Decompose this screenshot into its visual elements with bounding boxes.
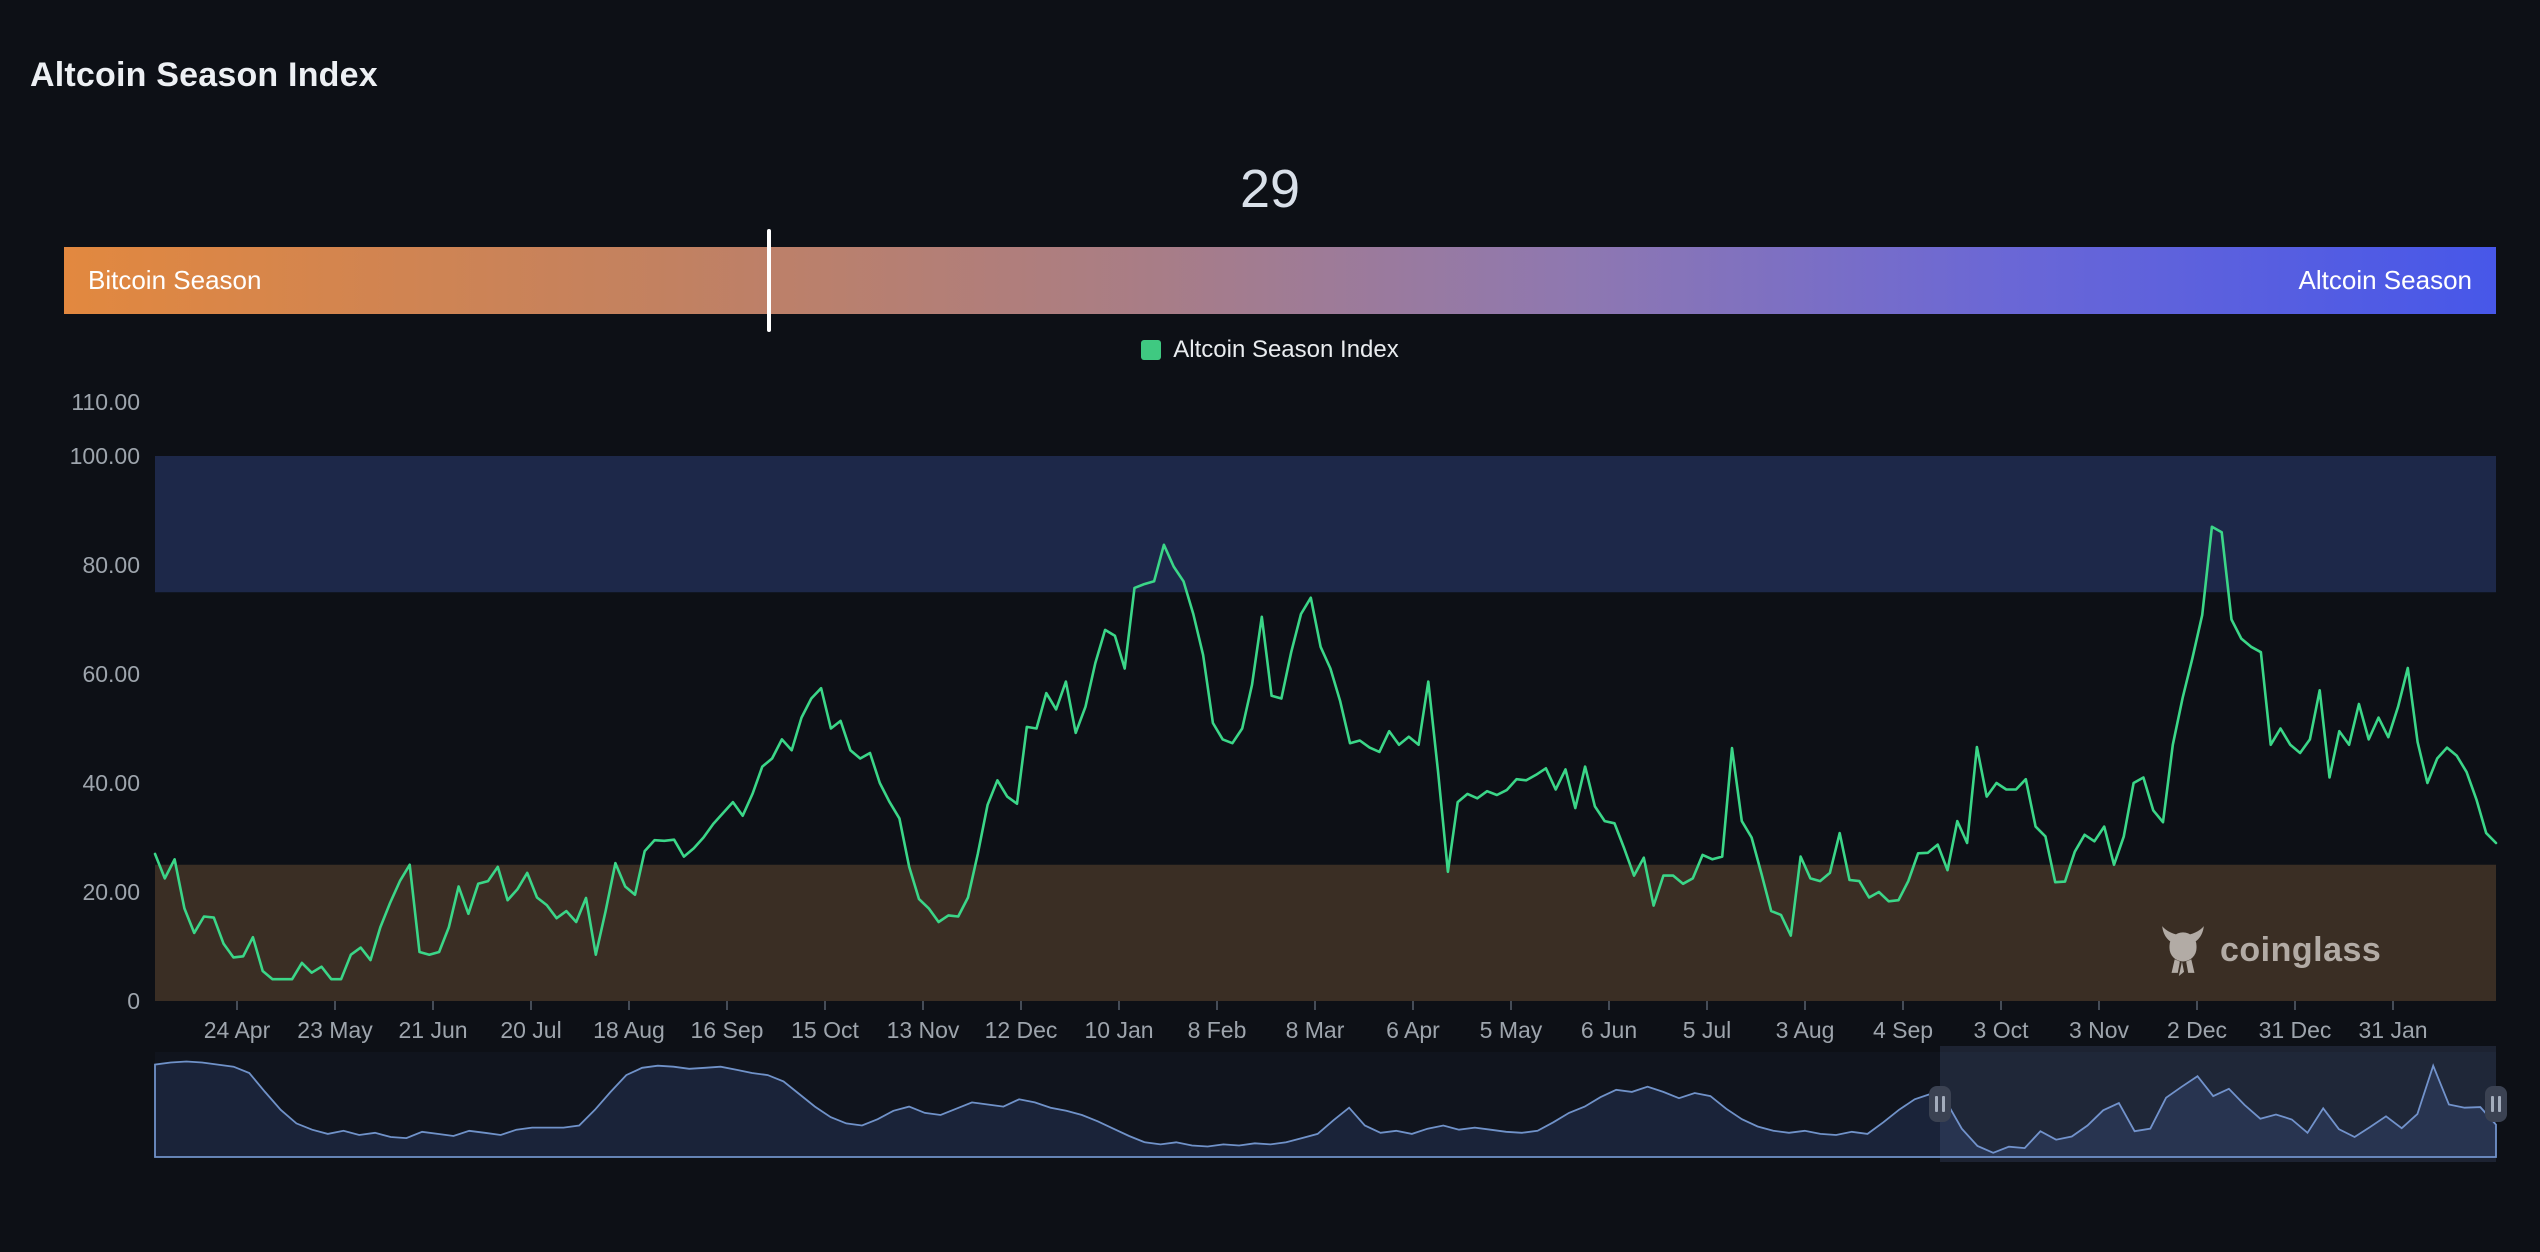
handle-grip-icon xyxy=(2491,1096,2494,1112)
y-axis-label: 110.00 xyxy=(71,388,140,415)
x-axis-label: 3 Nov xyxy=(2068,1017,2130,1043)
x-axis-label: 23 May xyxy=(297,1017,373,1043)
x-axis-label: 8 Mar xyxy=(1285,1017,1345,1043)
x-axis-label: 3 Aug xyxy=(1775,1017,1835,1043)
legend: Altcoin Season Index xyxy=(0,336,2540,364)
x-axis-label: 6 Apr xyxy=(1386,1017,1440,1043)
x-axis-label: 21 Jun xyxy=(398,1017,468,1043)
y-axis-label: 100.00 xyxy=(69,443,140,469)
watermark-text: coinglass xyxy=(2220,930,2382,969)
x-axis-label: 10 Jan xyxy=(1084,1017,1154,1043)
x-axis-label: 3 Oct xyxy=(1973,1017,2029,1043)
navigator-left-handle[interactable] xyxy=(1929,1086,1951,1122)
x-axis-label: 4 Sep xyxy=(1872,1017,1934,1043)
x-axis-label: 24 Apr xyxy=(203,1017,271,1043)
x-axis-label: 13 Nov xyxy=(886,1017,960,1043)
handle-grip-icon xyxy=(1942,1096,1945,1112)
y-axis-label: 20.00 xyxy=(82,879,140,905)
coinglass-logo-icon xyxy=(2162,926,2204,976)
altcoin-season-index-line xyxy=(153,525,2498,981)
y-axis-label: 40.00 xyxy=(82,770,140,796)
x-axis-label: 31 Dec xyxy=(2258,1017,2332,1043)
x-axis-label: 8 Feb xyxy=(1187,1017,1247,1043)
legend-swatch-icon xyxy=(1141,340,1162,360)
y-axis-label: 80.00 xyxy=(82,552,140,578)
page-title: Altcoin Season Index xyxy=(30,56,378,94)
x-axis-label: 5 May xyxy=(1479,1017,1543,1043)
index-current-value: 29 xyxy=(1239,159,1301,219)
x-axis-label: 2 Dec xyxy=(2166,1017,2228,1043)
x-axis-label: 20 Jul xyxy=(500,1017,562,1043)
x-axis-label: 12 Dec xyxy=(984,1017,1058,1043)
handle-grip-icon xyxy=(2498,1096,2501,1112)
gauge-marker xyxy=(767,229,772,332)
navigator-series xyxy=(154,1060,2497,1158)
season-gauge: Bitcoin Season Altcoin Season xyxy=(64,229,2496,332)
x-axis-label: 18 Aug xyxy=(593,1017,665,1043)
x-axis-label: 5 Jul xyxy=(1682,1017,1732,1043)
altcoin-season-label: Altcoin Season xyxy=(2298,265,2472,295)
navigator-selection[interactable] xyxy=(1940,1046,2496,1162)
x-axis-label: 15 Oct xyxy=(791,1017,859,1043)
plot-band-altcoin-season-zone xyxy=(155,456,2496,593)
plot-band-bitcoin-season-zone xyxy=(155,864,2496,1001)
y-axis-label: 0 xyxy=(127,988,140,1014)
navigator-right-handle[interactable] xyxy=(2485,1086,2507,1122)
handle-grip-icon xyxy=(1935,1096,1938,1112)
x-axis-label: 31 Jan xyxy=(2358,1017,2428,1043)
y-axis-label: 60.00 xyxy=(82,661,140,687)
x-axis-label: 6 Jun xyxy=(1580,1017,1638,1043)
coinglass-watermark: coinglass xyxy=(2158,920,2381,980)
legend-item-altcoin-season-index[interactable]: Altcoin Season Index xyxy=(1173,336,1399,363)
plot-area[interactable] xyxy=(155,390,2496,1001)
bitcoin-season-label: Bitcoin Season xyxy=(88,265,262,295)
x-axis-label: 16 Sep xyxy=(690,1017,764,1043)
